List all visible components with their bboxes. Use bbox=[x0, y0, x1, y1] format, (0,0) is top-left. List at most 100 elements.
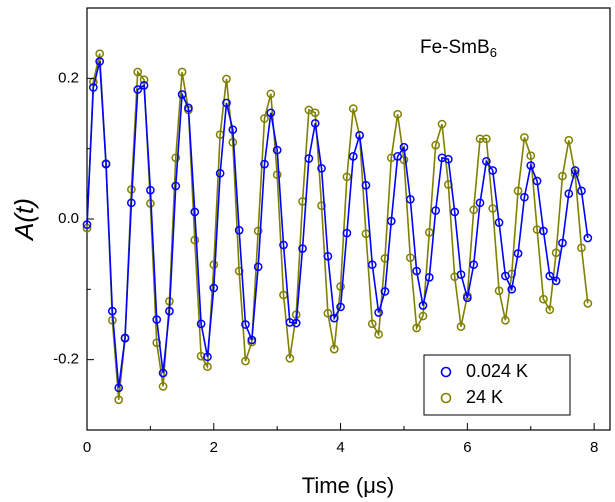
legend-label: 0.024 K bbox=[466, 361, 528, 381]
data-point bbox=[463, 293, 472, 303]
data-point bbox=[520, 133, 529, 142]
x-axis-label: Time (μs) bbox=[302, 473, 395, 498]
y-tick-label: -0.2 bbox=[53, 351, 79, 368]
data-point bbox=[222, 74, 231, 84]
data-point bbox=[386, 216, 396, 226]
data-point bbox=[494, 286, 504, 296]
legend-marker bbox=[440, 392, 452, 404]
data-point bbox=[551, 276, 561, 286]
data-point bbox=[336, 282, 345, 291]
plot-area bbox=[82, 49, 593, 405]
data-point bbox=[456, 270, 466, 279]
data-point bbox=[412, 323, 421, 333]
data-point bbox=[323, 251, 333, 261]
data-point bbox=[342, 172, 352, 182]
data-point bbox=[196, 319, 206, 329]
data-point bbox=[501, 271, 510, 281]
data-point bbox=[380, 287, 390, 296]
data-point bbox=[234, 225, 244, 235]
legend-marker bbox=[440, 366, 452, 378]
data-point bbox=[570, 166, 580, 175]
data-point bbox=[520, 192, 529, 202]
data-point bbox=[266, 89, 276, 99]
data-point bbox=[558, 238, 567, 248]
data-point bbox=[507, 284, 517, 294]
data-point bbox=[272, 170, 282, 180]
data-point bbox=[234, 266, 244, 276]
data-point bbox=[165, 306, 174, 316]
data-point bbox=[399, 142, 409, 152]
data-point bbox=[424, 273, 434, 282]
data-point bbox=[583, 233, 593, 243]
data-point bbox=[513, 249, 523, 258]
data-point bbox=[317, 201, 326, 210]
data-point bbox=[545, 271, 555, 281]
data-point bbox=[583, 299, 593, 308]
data-point bbox=[564, 189, 574, 199]
data-point bbox=[539, 294, 548, 304]
data-point bbox=[475, 134, 485, 144]
data-point bbox=[399, 155, 409, 165]
data-point bbox=[405, 194, 415, 204]
data-point bbox=[171, 153, 181, 163]
data-point bbox=[418, 311, 428, 321]
data-point bbox=[469, 260, 479, 270]
data-point bbox=[488, 166, 498, 175]
data-point bbox=[285, 318, 295, 327]
y-tick-label: 0.2 bbox=[58, 69, 79, 86]
data-point bbox=[247, 335, 257, 345]
data-point bbox=[488, 204, 498, 213]
x-tick-label: 0 bbox=[83, 439, 91, 456]
data-point bbox=[393, 152, 402, 161]
data-point bbox=[82, 220, 92, 229]
series-line bbox=[86, 61, 589, 388]
data-point bbox=[526, 151, 536, 161]
data-point bbox=[152, 338, 162, 348]
data-point bbox=[222, 98, 231, 108]
data-point bbox=[539, 226, 548, 236]
data-point bbox=[310, 108, 320, 118]
data-point bbox=[209, 283, 219, 293]
data-point bbox=[139, 75, 149, 85]
data-point bbox=[241, 320, 250, 329]
data-point bbox=[501, 315, 510, 325]
data-point bbox=[158, 382, 168, 391]
legend-label: 24 K bbox=[466, 387, 503, 407]
data-point bbox=[190, 235, 200, 245]
data-point bbox=[482, 134, 491, 144]
data-point bbox=[361, 180, 371, 190]
data-point bbox=[577, 243, 586, 253]
x-tick-label: 6 bbox=[463, 439, 471, 456]
data-point bbox=[266, 108, 276, 118]
data-point bbox=[298, 244, 307, 253]
data-point bbox=[184, 103, 193, 113]
data-point bbox=[431, 140, 441, 150]
data-point bbox=[310, 118, 320, 128]
data-point bbox=[526, 161, 536, 170]
data-point bbox=[209, 260, 219, 270]
data-point bbox=[253, 262, 263, 272]
data-point bbox=[272, 145, 282, 155]
data-point bbox=[203, 362, 212, 372]
data-point bbox=[171, 181, 181, 191]
data-point bbox=[304, 154, 314, 163]
data-point bbox=[196, 351, 206, 361]
data-point bbox=[393, 109, 402, 119]
y-axis-label: A(t) bbox=[9, 198, 39, 242]
data-point bbox=[329, 344, 339, 354]
y-tick-label: 0.0 bbox=[58, 210, 79, 227]
data-point bbox=[475, 198, 485, 208]
data-point bbox=[456, 322, 466, 331]
data-point bbox=[532, 176, 542, 186]
data-point bbox=[215, 168, 225, 178]
data-point bbox=[577, 186, 586, 196]
legend-box bbox=[423, 354, 571, 416]
data-point bbox=[348, 104, 358, 113]
data-point bbox=[329, 313, 339, 323]
data-point bbox=[114, 383, 124, 393]
data-point bbox=[374, 329, 383, 339]
annotation-subscript: 6 bbox=[490, 45, 497, 60]
data-point bbox=[323, 308, 333, 318]
x-tick-label: 8 bbox=[590, 439, 598, 456]
